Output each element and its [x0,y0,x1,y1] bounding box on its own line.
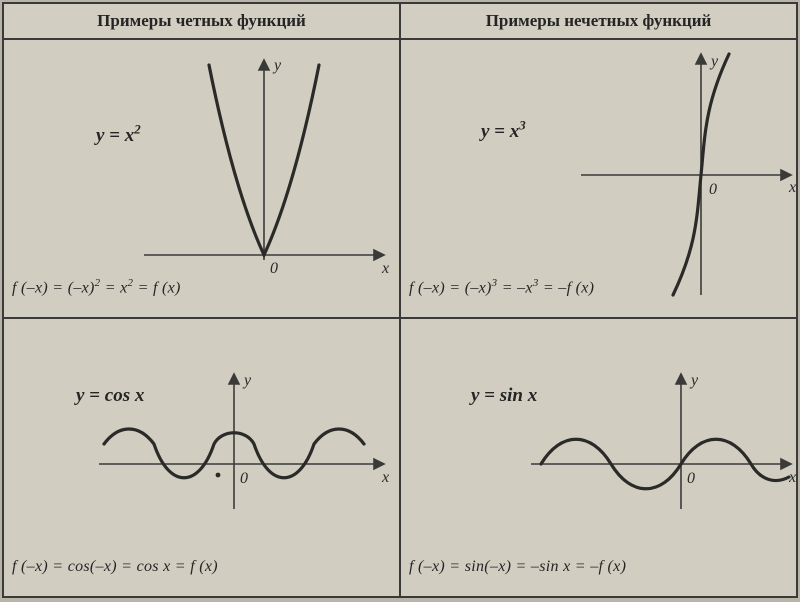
header-even: Примеры четных функций [3,3,400,39]
function-examples-table: Примеры четных функций Примеры нечетных … [2,2,798,598]
graph-cubic: x y 0 y = x3 f (–x) = (–x)3 = –x3 = –f (… [401,40,796,317]
y-axis-label: y [272,57,282,74]
y-axis-label: y [709,53,719,70]
dot-cosine [216,473,221,478]
x-axis-label: x [788,469,796,486]
cell-cubic: x y 0 y = x3 f (–x) = (–x)3 = –x3 = –f (… [400,39,797,318]
cell-sine: x y 0 y = sin x f (–x) = sin(–x) = –sin … [400,318,797,597]
svg-cosine: x y 0 [4,319,402,597]
equation-cubic: f (–x) = (–x)3 = –x3 = –f (x) [409,277,594,297]
y-axis-label: y [689,372,699,389]
graph-sine: x y 0 y = sin x f (–x) = sin(–x) = –sin … [401,319,796,596]
equation-sine: f (–x) = sin(–x) = –sin x = –f (x) [409,558,626,576]
func-label-cosine: y = cos x [76,385,144,407]
origin-label: 0 [687,470,695,487]
header-odd: Примеры нечетных функций [400,3,797,39]
origin-label: 0 [709,181,717,198]
origin-label: 0 [270,260,278,277]
graph-cosine: x y 0 y = cos x f (–x) = cos(–x) = cos x… [4,319,399,596]
func-label-parabola: y = x2 [96,122,141,147]
func-label-sine: y = sin x [471,385,537,407]
y-axis-label: y [242,372,252,389]
cell-cosine: x y 0 y = cos x f (–x) = cos(–x) = cos x… [3,318,400,597]
graph-parabola: x y 0 y = x2 f (–x) = (–x)2 = x2 = f (x) [4,40,399,317]
equation-cosine: f (–x) = cos(–x) = cos x = f (x) [12,558,218,576]
func-label-cubic: y = x3 [481,118,526,143]
cell-parabola: x y 0 y = x2 f (–x) = (–x)2 = x2 = f (x) [3,39,400,318]
x-axis-label: x [788,179,796,196]
x-axis-label: x [381,469,389,486]
origin-label: 0 [240,470,248,487]
equation-parabola: f (–x) = (–x)2 = x2 = f (x) [12,277,181,297]
svg-sine: x y 0 [401,319,799,597]
x-axis-label: x [381,260,389,277]
